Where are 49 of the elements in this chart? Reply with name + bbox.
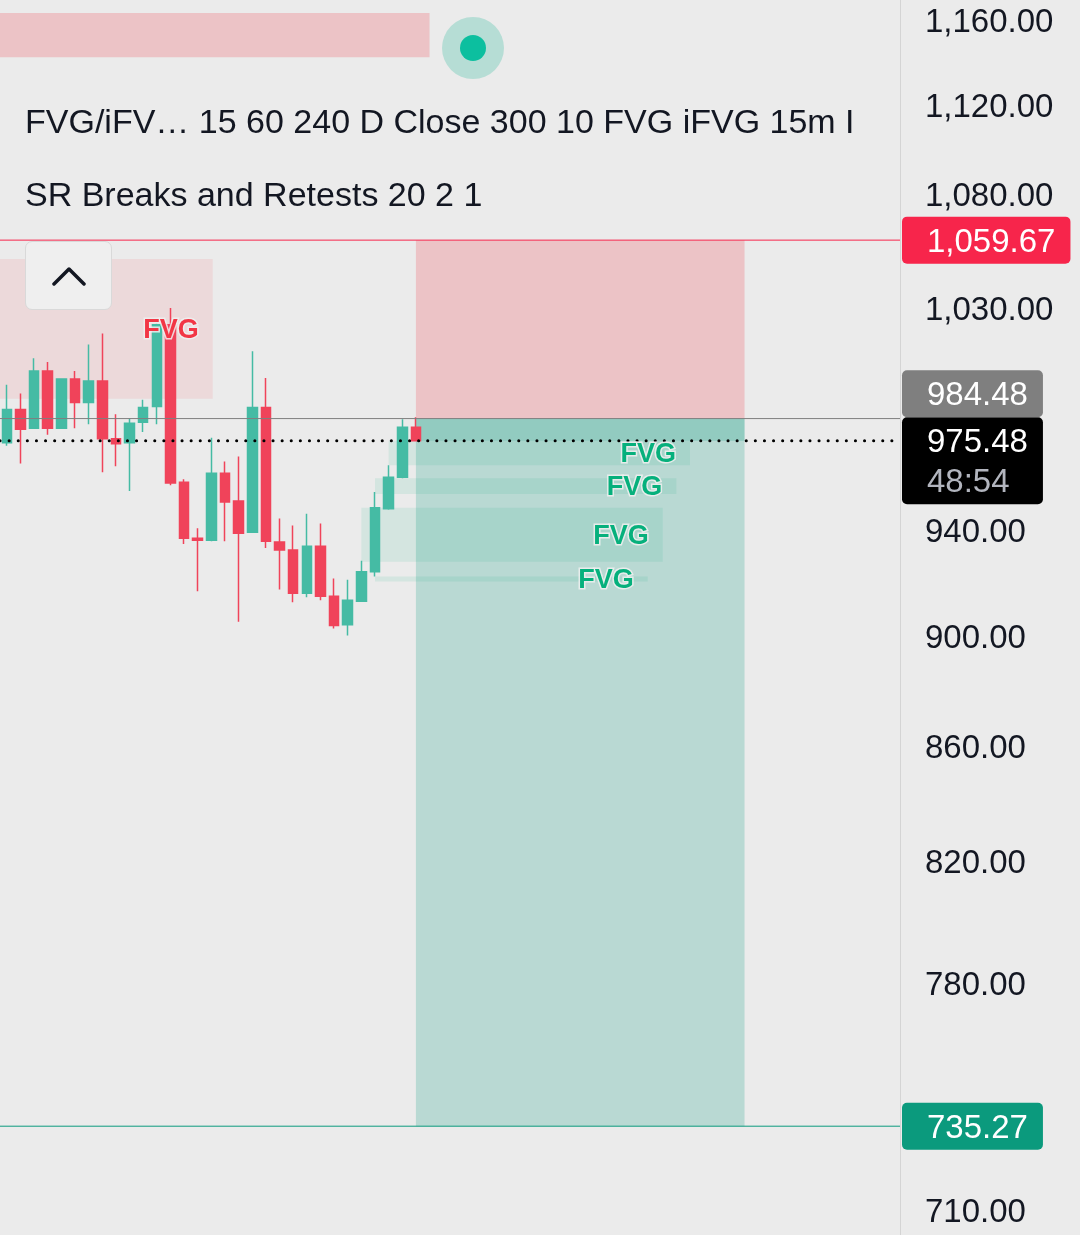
candlestick xyxy=(205,437,218,542)
candlestick xyxy=(314,522,327,601)
ref-line-label: 975.48 48:54 xyxy=(927,422,1028,500)
y-tick-label: 860.00 xyxy=(925,727,1026,765)
candlestick xyxy=(191,527,204,592)
band-label: FVG xyxy=(620,438,676,469)
candlestick xyxy=(55,378,68,429)
candlestick xyxy=(328,577,340,630)
candlestick xyxy=(123,417,136,492)
candlestick xyxy=(369,491,381,578)
candlestick xyxy=(341,578,354,637)
candlestick xyxy=(260,377,272,549)
candlestick xyxy=(110,413,122,468)
candlestick xyxy=(69,370,81,429)
candlestick xyxy=(41,361,54,436)
ref-line-label: 1,059.67 xyxy=(927,221,1056,259)
y-tick-label: 820.00 xyxy=(925,843,1026,881)
candlestick xyxy=(382,464,395,511)
candlestick xyxy=(410,416,422,442)
y-tick-label: 940.00 xyxy=(925,512,1026,550)
y-tick-label: 900.00 xyxy=(925,617,1026,655)
candlestick xyxy=(219,460,231,542)
candlestick xyxy=(137,398,149,433)
y-tick-label: 710.00 xyxy=(925,1192,1026,1230)
candlestick xyxy=(1,384,13,447)
candlestick xyxy=(14,392,27,465)
ref-line-label: 984.48 xyxy=(927,375,1028,413)
y-tick-label: 1,160.00 xyxy=(925,2,1054,40)
y-tick-label: 1,080.00 xyxy=(925,175,1054,213)
y-tick-label: 1,030.00 xyxy=(925,290,1054,328)
candlestick xyxy=(355,560,368,603)
y-tick-label: 780.00 xyxy=(925,964,1026,1002)
candlestick xyxy=(246,350,259,533)
annotation: FVG/iFV… 15 60 240 D Close 300 10 FVG iFVG 15m I xyxy=(25,102,855,140)
candlestick xyxy=(82,343,95,425)
band-label: FVG xyxy=(578,563,634,594)
ref-line-label: 735.27 xyxy=(927,1107,1028,1145)
candlestick xyxy=(28,357,40,429)
annotation: SR Breaks and Retests 20 2 1 xyxy=(25,175,483,213)
candlestick xyxy=(178,478,190,545)
candlestick xyxy=(301,512,313,599)
candlestick xyxy=(96,332,109,474)
band-label: FVG xyxy=(593,519,649,550)
y-tick-label: 1,120.00 xyxy=(925,87,1054,125)
candlestick xyxy=(273,517,286,591)
candlestick xyxy=(232,455,245,623)
band-label: FVG xyxy=(606,471,663,502)
candlestick xyxy=(396,418,409,480)
candlestick xyxy=(287,524,299,604)
